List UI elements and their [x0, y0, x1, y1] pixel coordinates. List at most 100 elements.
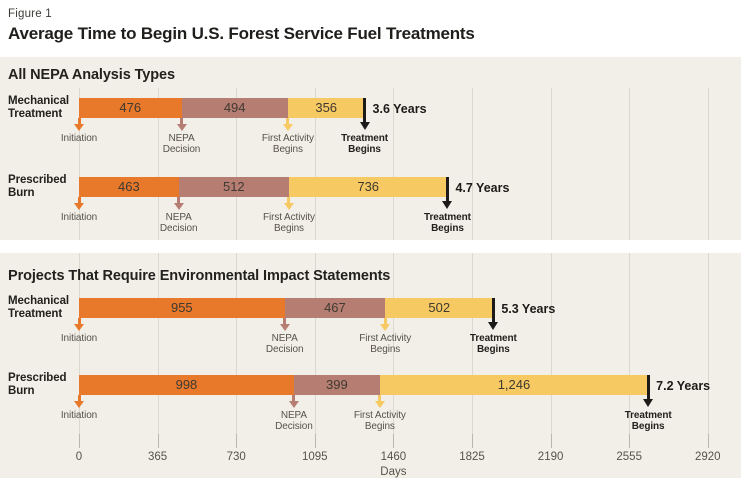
- milestone-label: NEPA Decision: [275, 410, 313, 432]
- x-axis-tick-label: 1095: [302, 451, 328, 463]
- gridline: [550, 253, 552, 434]
- x-axis-tick-label: 1460: [380, 451, 407, 463]
- milestone-label: Initiation: [60, 133, 98, 144]
- milestone-arrow-icon: [74, 203, 84, 210]
- gridline: [236, 253, 238, 434]
- gridline: [550, 88, 552, 240]
- milestone-label: First Activity Begins: [262, 212, 315, 234]
- milestone-arrow-icon: [279, 324, 290, 331]
- end-marker-icon: [442, 201, 453, 209]
- end-marker-icon: [359, 122, 370, 130]
- x-axis-tick: [472, 434, 473, 448]
- milestone-label: Treatment Begins: [341, 133, 388, 155]
- milestone-arrow-icon: [77, 318, 81, 324]
- bar-segment: [178, 177, 289, 197]
- bar-segment-value: 399: [326, 377, 348, 392]
- row-label: Mechanical Treatment: [8, 95, 69, 120]
- x-axis-tick-label: 1825: [459, 451, 485, 463]
- bar-segment-value: 463: [118, 179, 140, 194]
- gridline: [157, 253, 159, 434]
- gridline: [707, 253, 709, 434]
- bar-segment: [181, 98, 288, 118]
- x-axis-tick-label: 2190: [537, 451, 564, 463]
- duration-total-label: 5.3 Years: [501, 302, 556, 316]
- section-panel: [0, 57, 741, 240]
- bar-segment: [284, 298, 386, 318]
- milestone-arrow-icon: [287, 197, 291, 203]
- gridline: [79, 88, 80, 240]
- bar-segment: [288, 177, 448, 197]
- x-axis-tick-label: 730: [226, 451, 246, 463]
- end-marker-icon: [445, 177, 449, 201]
- x-axis-tick: [236, 434, 238, 448]
- bar-segment-value: 467: [324, 300, 346, 315]
- milestone-arrow-icon: [177, 197, 181, 203]
- milestone-label: Treatment Begins: [423, 212, 471, 234]
- x-axis-title: Days: [380, 466, 407, 478]
- x-axis-tick-label: 365: [148, 451, 168, 463]
- gridline: [314, 253, 316, 434]
- milestone-label: First Activity Begins: [359, 333, 412, 355]
- end-marker-icon: [491, 298, 495, 322]
- figure-label: Figure 1: [8, 8, 52, 20]
- x-axis-tick-label: 2920: [695, 451, 721, 463]
- duration-total-label: 4.7 Years: [455, 181, 510, 195]
- milestone-label: NEPA Decision: [159, 212, 198, 234]
- x-axis-tick: [314, 434, 316, 448]
- bar-segment-value: 1,246: [497, 377, 531, 392]
- bar-segment-value: 512: [222, 179, 245, 194]
- gridline: [236, 88, 238, 240]
- milestone-arrow-icon: [286, 118, 290, 124]
- bar-segment-value: 476: [119, 100, 142, 115]
- end-marker-icon: [363, 98, 367, 122]
- milestone-arrow-icon: [173, 203, 184, 210]
- milestone-arrow-icon: [74, 401, 84, 408]
- x-axis-tick: [79, 434, 80, 448]
- bar-segment: [79, 98, 182, 118]
- x-axis-tick-label: 0: [75, 451, 83, 463]
- row-label: Prescribed Burn: [8, 174, 67, 199]
- milestone-arrow-icon: [176, 124, 187, 131]
- milestone-arrow-icon: [282, 124, 293, 131]
- milestone-label: Initiation: [60, 212, 98, 223]
- x-axis-tick-label: 2555: [616, 451, 642, 463]
- milestone-arrow-icon: [380, 324, 391, 331]
- duration-total-label: 7.2 Years: [656, 379, 711, 393]
- duration-total-label: 3.6 Years: [372, 102, 427, 116]
- milestone-arrow-icon: [378, 395, 382, 401]
- milestone-arrow-icon: [74, 124, 84, 131]
- bar-segment: [379, 375, 649, 395]
- bar-segment-value: 736: [357, 179, 380, 194]
- x-axis-tick: [629, 434, 631, 448]
- milestone-label: Initiation: [60, 333, 98, 344]
- gridline: [629, 253, 631, 434]
- milestone-arrow-icon: [74, 324, 84, 331]
- milestone-label: NEPA Decision: [162, 133, 201, 155]
- bar-segment: [293, 375, 380, 395]
- milestone-arrow-icon: [180, 118, 183, 124]
- milestone-arrow-icon: [283, 203, 294, 210]
- milestone-label: NEPA Decision: [265, 333, 304, 355]
- bar-segment-value: 998: [175, 377, 198, 392]
- milestone-label: Treatment Begins: [469, 333, 517, 355]
- bar-segment-value: 955: [170, 300, 193, 315]
- chart-title: Average Time to Begin U.S. Forest Servic…: [8, 24, 475, 43]
- row-label: Mechanical Treatment: [8, 295, 69, 320]
- bar-segment-value: 356: [315, 100, 338, 115]
- bar-segment: [79, 375, 294, 395]
- gridline: [472, 253, 473, 434]
- milestone-arrow-icon: [292, 395, 296, 401]
- x-axis-tick: [393, 434, 395, 448]
- x-axis-tick: [707, 434, 709, 448]
- milestone-arrow-icon: [283, 318, 287, 324]
- section-header: Projects That Require Environmental Impa…: [8, 268, 391, 284]
- bar-segment: [385, 298, 494, 318]
- row-label: Prescribed Burn: [8, 372, 67, 397]
- section-panel: [0, 253, 741, 478]
- bar-segment-value: 494: [223, 100, 246, 115]
- end-marker-icon: [643, 399, 654, 407]
- x-axis-tick: [550, 434, 552, 448]
- milestone-arrow-icon: [77, 197, 81, 203]
- milestone-label: Initiation: [60, 410, 98, 421]
- bar-segment: [79, 177, 179, 197]
